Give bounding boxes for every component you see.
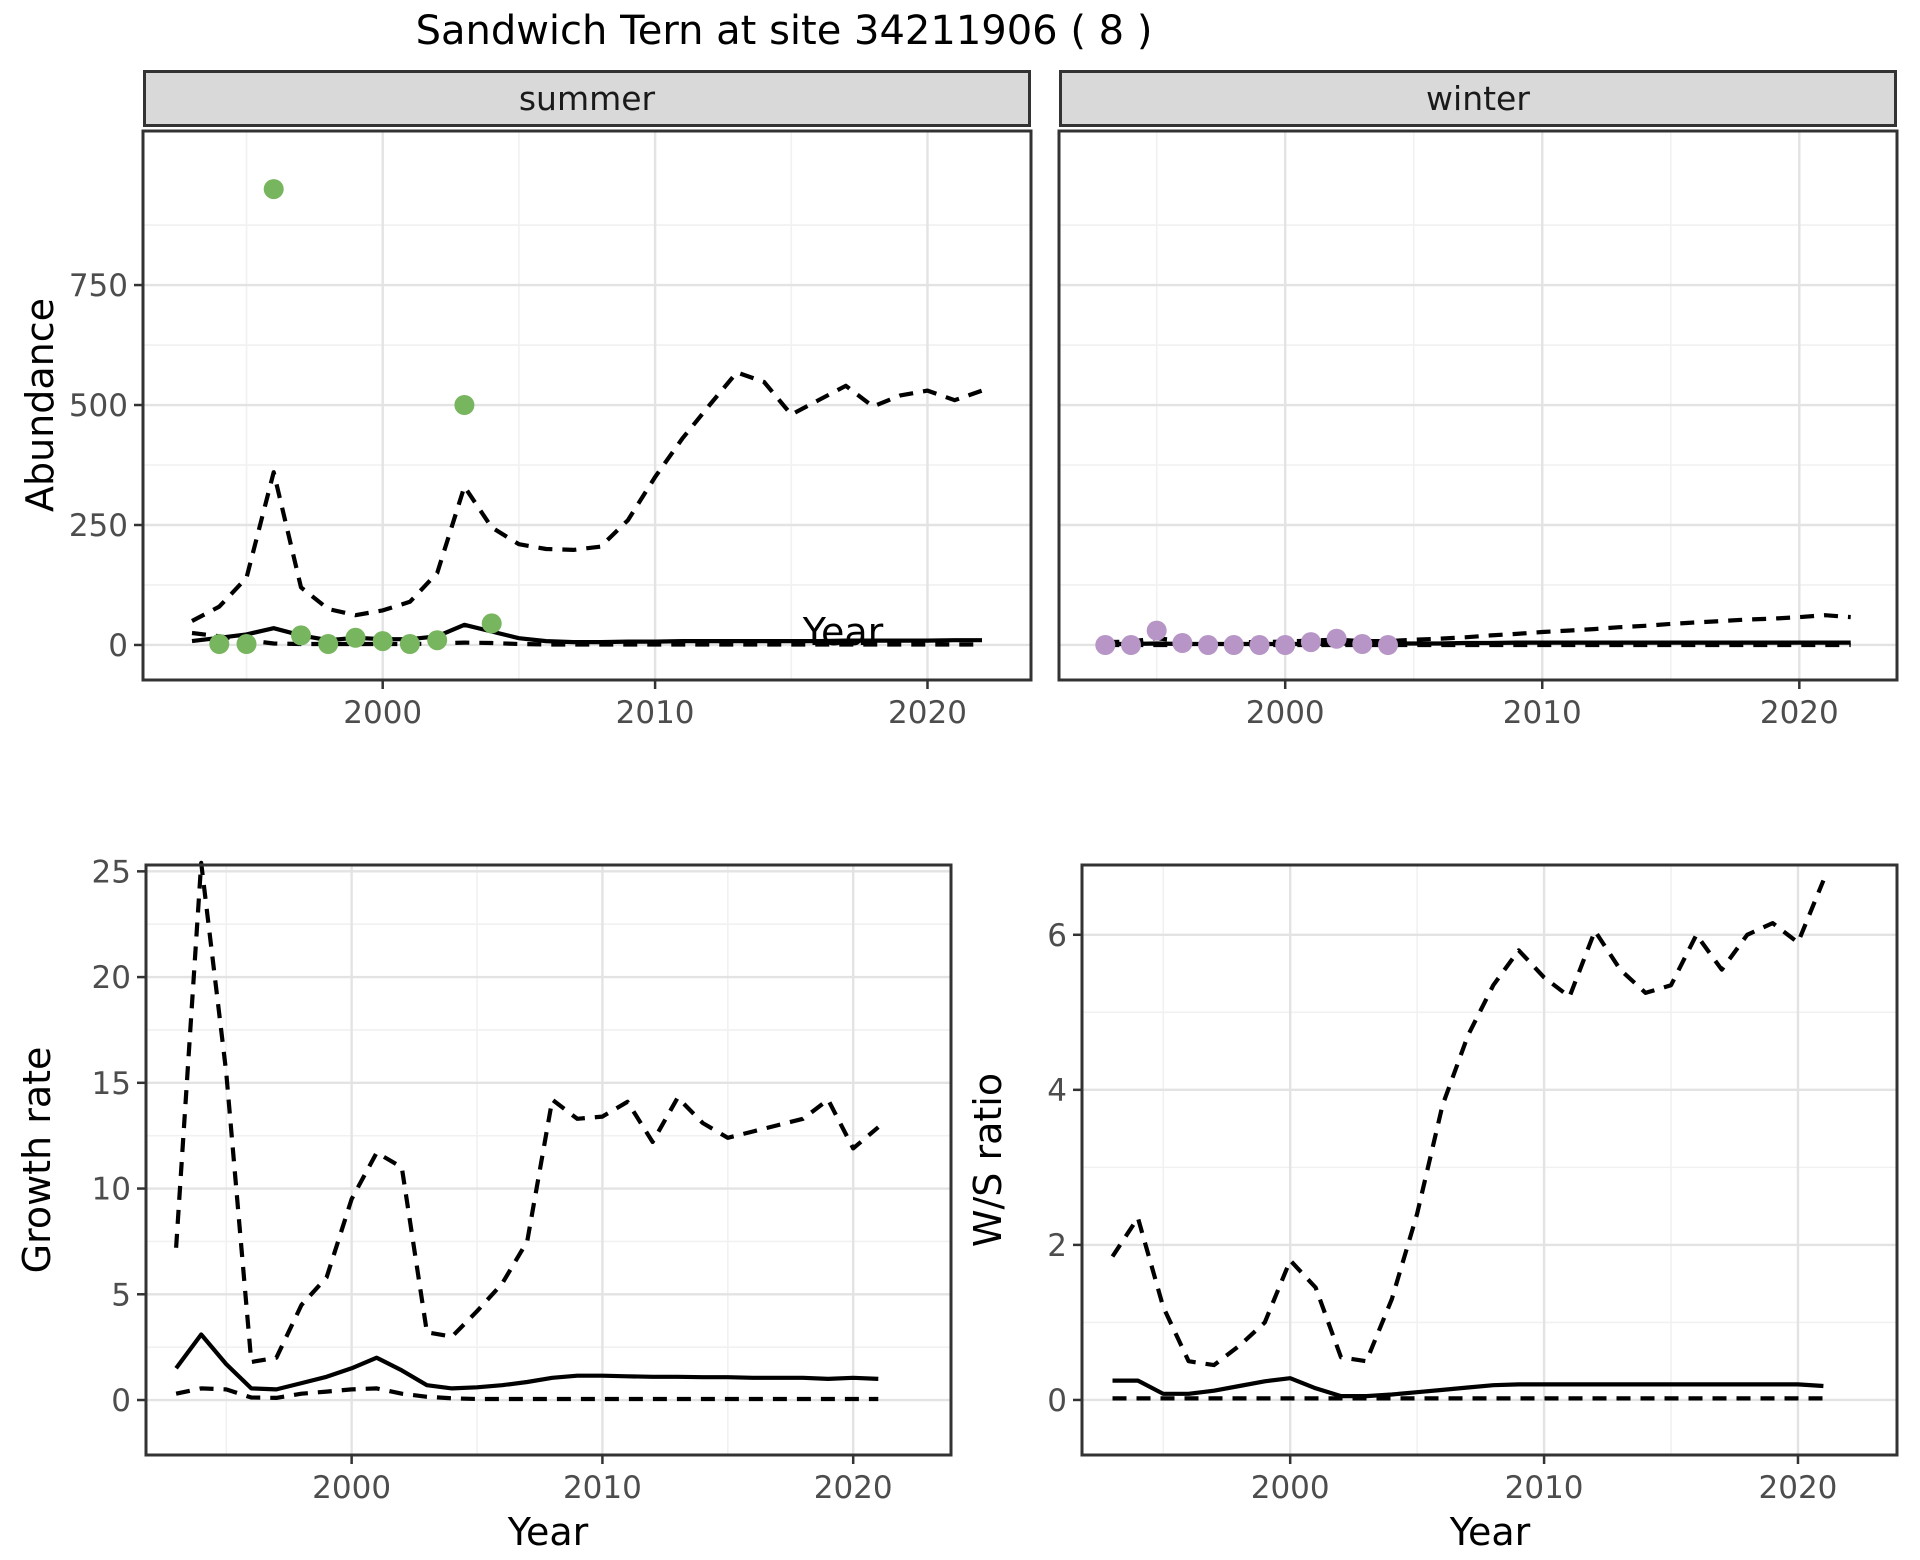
data-point: [1300, 632, 1321, 653]
data-point: [427, 630, 448, 651]
data-point: [345, 627, 366, 648]
data-point: [1378, 635, 1398, 655]
svg-text:0: 0: [1047, 1383, 1067, 1419]
svg-text:2020: 2020: [814, 1470, 893, 1506]
svg-text:2020: 2020: [888, 695, 967, 731]
svg-text:25: 25: [92, 854, 131, 890]
x-axis-title-year-top: Year: [802, 610, 884, 654]
summer-x-ticks: 2000 2010 2020: [343, 680, 967, 731]
svg-text:2000: 2000: [1251, 1470, 1330, 1506]
data-point: [454, 395, 475, 415]
data-point: [399, 634, 420, 654]
ws-ratio-y-ticks: 0 2 4 6: [1047, 918, 1082, 1419]
x-axis-title-year-ws: Year: [1449, 1510, 1531, 1554]
growth-rate-lower-line: [175, 1386, 879, 1402]
growth-rate-panel-border: [144, 863, 953, 1457]
svg-text:2010: 2010: [1503, 695, 1582, 731]
winter-x-ticks: 2000 2010 2020: [1246, 680, 1839, 731]
y-axis-title-growth-rate: Growth rate: [15, 1046, 59, 1274]
data-point: [318, 634, 339, 654]
svg-text:2010: 2010: [616, 695, 695, 731]
svg-text:6: 6: [1047, 918, 1067, 954]
chart-title: Sandwich Tern at site 34211906 ( 8 ): [415, 8, 1153, 54]
svg-text:10: 10: [92, 1172, 131, 1208]
svg-text:0: 0: [111, 1383, 131, 1419]
facet-strip-summer-label: summer: [518, 79, 656, 118]
svg-text:750: 750: [69, 268, 128, 304]
growth-rate-median-line: [174, 1332, 879, 1392]
data-point: [1249, 635, 1270, 655]
summer-y-ticks: 0 250 500 750: [69, 268, 143, 664]
svg-text:5: 5: [111, 1277, 131, 1313]
y-axis-title-ws-ratio: W/S ratio: [966, 1072, 1010, 1248]
data-point: [209, 634, 230, 654]
growth-rate-y-ticks: 0 5 10 15 20 25: [92, 854, 146, 1419]
growth-rate-x-ticks: 2000 2010 2020: [312, 1455, 893, 1506]
ws-ratio-panel-background: [1082, 865, 1897, 1455]
ws-ratio-panel: 2000 2010 2020 0 2 4 6: [1047, 863, 1899, 1506]
svg-text:4: 4: [1047, 1073, 1067, 1109]
svg-text:15: 15: [92, 1066, 131, 1102]
growth-rate-grid-major: [146, 865, 951, 1455]
data-point: [291, 625, 311, 646]
svg-text:2010: 2010: [563, 1470, 642, 1506]
x-axis-title-year-growth: Year: [507, 1510, 589, 1554]
winter-panel-border: [1057, 129, 1899, 682]
ws-ratio-grid-major: [1082, 865, 1897, 1455]
data-point: [1275, 635, 1296, 655]
svg-text:2010: 2010: [1505, 1470, 1584, 1506]
facet-strip-summer: summer: [143, 70, 1031, 127]
svg-text:2020: 2020: [1760, 695, 1839, 731]
summer-panel: 2000 2010 2020 0 250 500 750: [69, 129, 1033, 731]
data-point: [1326, 628, 1347, 649]
data-point: [236, 634, 257, 654]
svg-text:20: 20: [92, 960, 131, 996]
winter-observed-points: [1095, 620, 1398, 655]
data-point: [1095, 635, 1116, 655]
ws-ratio-x-ticks: 2000 2010 2020: [1251, 1455, 1838, 1506]
svg-text:250: 250: [69, 508, 128, 544]
data-point: [372, 631, 393, 652]
data-point: [1172, 633, 1193, 653]
facet-strip-winter: winter: [1059, 70, 1897, 127]
svg-text:500: 500: [69, 388, 128, 424]
ws-ratio-panel-border: [1080, 863, 1899, 1457]
svg-text:2000: 2000: [343, 695, 422, 731]
growth-rate-panel-background: [146, 865, 951, 1455]
y-axis-title-abundance: Abundance: [18, 297, 62, 513]
ws-ratio-grid-minor: [1082, 865, 1897, 1455]
data-point: [1352, 634, 1373, 654]
summer-observed-points: [209, 179, 502, 654]
svg-text:2000: 2000: [312, 1470, 391, 1506]
data-point: [481, 613, 502, 634]
data-point: [1146, 620, 1167, 641]
summer-upper-line: [191, 370, 983, 623]
data-point: [1121, 635, 1141, 655]
ws-ratio-median-line: [1112, 1376, 1824, 1399]
ws-ratio-upper-line: [1110, 879, 1826, 1368]
data-point: [263, 179, 284, 200]
svg-text:2020: 2020: [1759, 1470, 1838, 1506]
svg-text:2: 2: [1047, 1228, 1067, 1264]
svg-text:2000: 2000: [1246, 695, 1325, 731]
data-point: [1223, 635, 1244, 655]
facet-strip-winter-label: winter: [1426, 79, 1530, 118]
data-point: [1198, 635, 1219, 655]
svg-text:0: 0: [108, 628, 128, 664]
winter-panel: 2000 2010 2020: [1057, 129, 1899, 731]
growth-rate-panel: 2000 2010 2020 0 5 10 15 20 25: [92, 854, 953, 1506]
